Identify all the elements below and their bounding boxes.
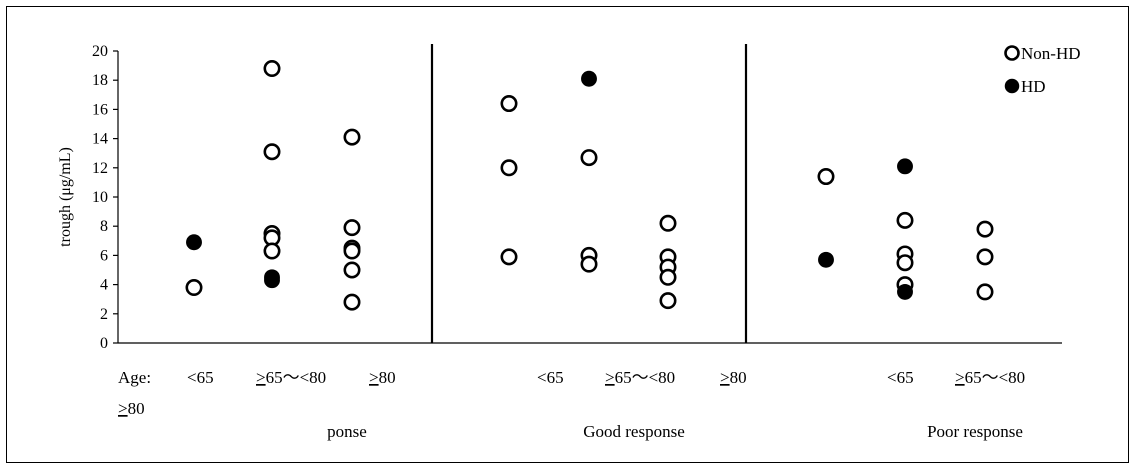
legend-label: Non-HD <box>1021 44 1081 63</box>
non-hd-point <box>263 143 281 161</box>
age-label: >80 <box>118 399 145 418</box>
age-label-rest: 65〜<80 <box>266 368 327 387</box>
non-hd-point <box>817 168 835 186</box>
legend-non-hd-marker <box>1004 45 1020 61</box>
non-hd-point <box>343 293 361 311</box>
non-hd-point <box>263 242 281 260</box>
age-label: >80 <box>369 368 396 387</box>
non-hd-point <box>500 159 518 177</box>
non-hd-point <box>500 95 518 113</box>
age-label-rest: 80 <box>379 368 396 387</box>
age-label: Age: <box>118 368 151 387</box>
age-label: <65 <box>537 368 564 387</box>
age-label-rest: 80 <box>128 399 145 418</box>
hd-point <box>818 251 834 268</box>
non-hd-point <box>343 261 361 279</box>
age-label-underlined: > <box>256 368 266 387</box>
non-hd-point <box>343 219 361 237</box>
legend: Non-HD HD <box>1004 44 1081 96</box>
hd-point <box>897 158 913 175</box>
data-points <box>185 60 994 311</box>
panel-dividers <box>430 44 748 343</box>
panel-title: Good response <box>583 422 685 441</box>
hd-point <box>581 70 597 87</box>
age-label-underlined: > <box>955 368 965 387</box>
legend-hd-marker <box>1004 78 1020 94</box>
age-label: >65〜<80 <box>605 368 675 387</box>
age-label: >80 <box>720 368 747 387</box>
age-label-underlined: > <box>369 368 379 387</box>
non-hd-point <box>500 248 518 266</box>
non-hd-point <box>896 254 914 272</box>
y-tick-label: 10 <box>92 189 108 206</box>
y-tick-label: 8 <box>100 218 108 235</box>
panel-title: Poor response <box>927 422 1023 441</box>
y-tick-label: 20 <box>92 43 108 60</box>
y-tick-label: 6 <box>100 247 108 264</box>
legend-label: HD <box>1021 77 1046 96</box>
panel-title: ponse <box>327 422 367 441</box>
y-tick-label: 2 <box>100 306 108 323</box>
hd-point <box>186 234 202 251</box>
non-hd-point <box>343 128 361 146</box>
non-hd-point <box>659 268 677 286</box>
hd-point <box>897 283 913 300</box>
non-hd-point <box>976 283 994 301</box>
non-hd-point <box>580 255 598 273</box>
non-hd-point <box>263 60 281 78</box>
age-label-rest: 65〜<80 <box>965 368 1026 387</box>
non-hd-point <box>343 242 361 260</box>
age-label-rest: 80 <box>730 368 747 387</box>
age-label-underlined: > <box>605 368 615 387</box>
non-hd-point <box>976 220 994 238</box>
hd-point <box>264 272 280 289</box>
y-tick-label: 14 <box>92 131 108 148</box>
age-label: >65〜<80 <box>256 368 326 387</box>
age-label: <65 <box>187 368 214 387</box>
y-tick-label: 18 <box>92 72 108 89</box>
non-hd-point <box>659 292 677 310</box>
age-label-underlined: > <box>720 368 730 387</box>
age-label-underlined: > <box>118 399 128 418</box>
y-tick-label: 4 <box>100 277 108 294</box>
age-labels: Age: <65 >65〜<80 >80>80<65 >65〜<80 >80 <65 >65〜… <box>118 368 1025 441</box>
non-hd-point <box>580 149 598 167</box>
non-hd-point <box>976 248 994 266</box>
y-tick-label: 16 <box>92 101 108 118</box>
age-label: >65〜<80 <box>955 368 1025 387</box>
axes: 0 2 4 6 8 10 12 14 16 18 20 trough (μg/mL) <box>57 43 1062 352</box>
non-hd-point <box>896 211 914 229</box>
y-tick-label: 12 <box>92 160 108 177</box>
age-label: <65 <box>887 368 914 387</box>
y-axis-label: trough (μg/mL) <box>57 147 74 247</box>
non-hd-point <box>659 214 677 232</box>
age-label-rest: 65〜<80 <box>615 368 676 387</box>
y-tick-label: 0 <box>100 335 108 352</box>
non-hd-point <box>185 279 203 297</box>
